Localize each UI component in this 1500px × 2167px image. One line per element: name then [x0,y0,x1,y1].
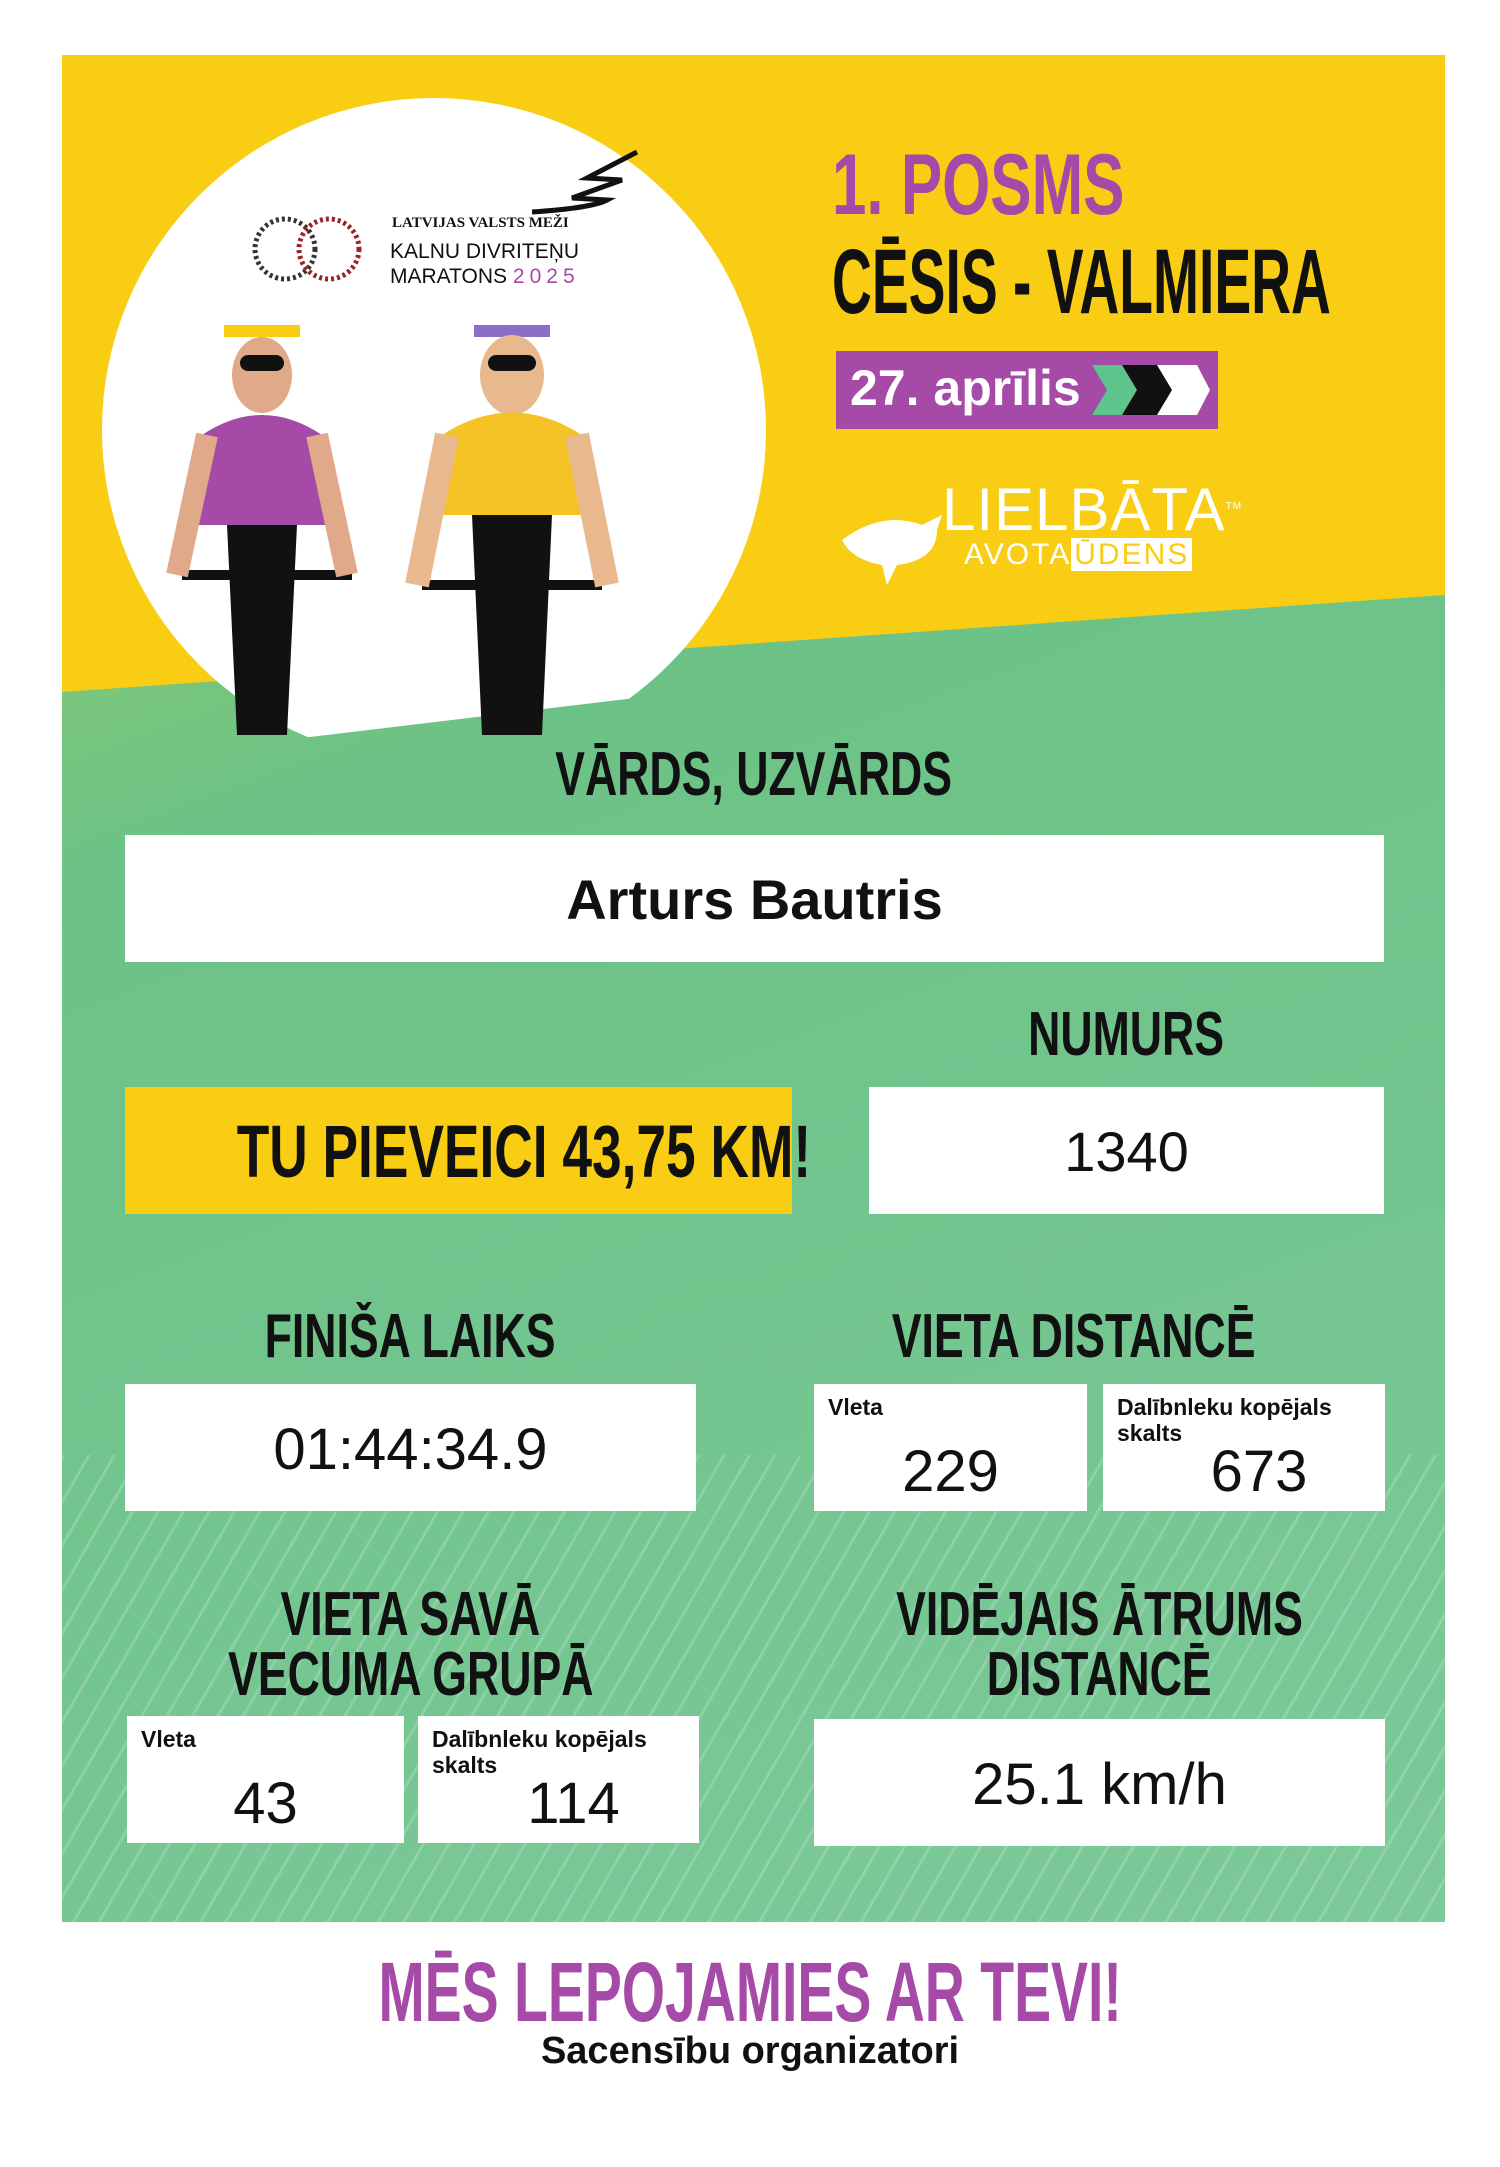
distance-place-value: 229 [902,1439,999,1504]
sponsor-line2: KALNU DIVRITEŅU [390,240,580,263]
name-label: VĀRDS, UZVĀRDS [555,740,952,809]
participant-name: Arturs Bautris [566,868,943,931]
finish-time-label: FINIŠA LAIKS [265,1302,556,1371]
stage-title: 1. POSMS [832,137,1125,233]
speed-box: 25.1 km/h [814,1719,1385,1846]
result-card: LATVIJAS VALSTS MEŽI KALNU DIVRITEŅU MAR… [62,55,1445,1922]
place-caption: Vleta [141,1726,196,1752]
route-title: CĒSIS - VALMIERA [832,231,1331,333]
footer-subtitle: Sacensību organizatori [540,2030,960,2072]
place-caption: Vleta [828,1394,883,1420]
partner-sub: AVOTA ŪDENS [964,538,1193,572]
distance-total-value: 673 [1210,1439,1308,1504]
number-box: 1340 [869,1087,1384,1214]
finish-time-box: 01:44:34.9 [125,1384,696,1511]
name-box: Arturs Bautris [125,835,1384,962]
cyclists-illustration-icon [166,325,619,735]
wheels-logo-icon [252,216,362,282]
footer-title: MĒS LEPOJAMIES AR TEVI! [378,1945,1122,2039]
tree-logo-icon [532,150,639,215]
sponsor-line3: MARATONS 2025 [390,265,580,288]
date-text: 27. aprīlis [850,360,1081,416]
average-speed: 25.1 km/h [972,1752,1227,1817]
number-label: NUMURS [1028,1000,1225,1069]
age-place-value: 43 [233,1771,298,1836]
age-total-box: Dalībnleku kopējals skalts 114 [418,1716,699,1843]
age-total-value: 114 [527,1771,620,1836]
speed-label: VIDĒJAIS ĀTRUMS DISTANCĒ [896,1580,1303,1709]
partner-name: LIELBĀTATM [942,476,1243,543]
distance-banner: TU PIEVEICI 43,75 KM! [125,1087,811,1214]
total-caption: Dalībnleku kopējals skalts [1117,1394,1332,1446]
distance-place-label: VIETA DISTANCĒ [892,1302,1256,1371]
distance-place-box: Vleta 229 [814,1384,1087,1511]
total-caption: Dalībnleku kopējals skalts [432,1726,647,1778]
age-place-box: Vleta 43 [127,1716,404,1843]
bird-logo-icon [842,515,942,585]
sponsor-name: LATVIJAS VALSTS MEŽI [392,215,569,231]
bib-number: 1340 [1064,1120,1189,1183]
distance-total-box: Dalībnleku kopējals skalts 673 [1103,1384,1385,1511]
arrow-chevrons-icon [1092,365,1210,415]
finish-time: 01:44:34.9 [273,1417,548,1482]
age-place-label: VIETA SAVĀ VECUMA GRUPĀ [227,1580,594,1709]
